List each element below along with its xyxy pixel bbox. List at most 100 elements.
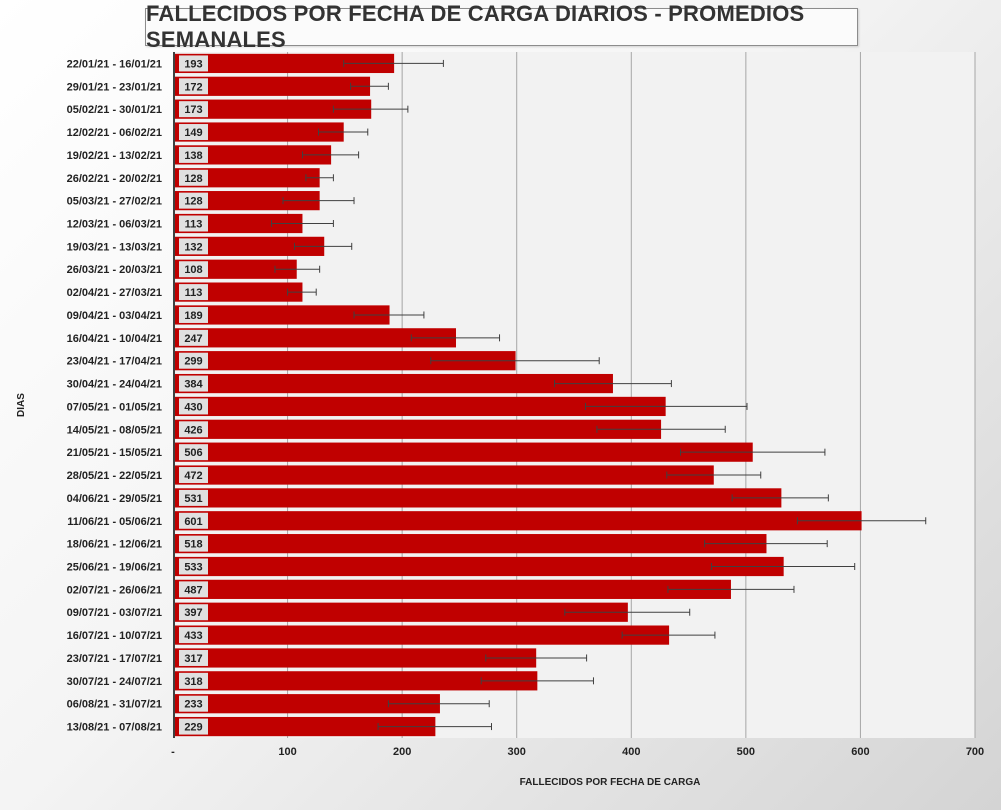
error-bar [596,425,726,433]
data-label: 173 [184,104,202,116]
data-label: 193 [184,58,202,70]
category-label: 19/03/21 - 13/03/21 [67,241,162,253]
data-label: 113 [185,219,203,231]
data-label: 172 [184,81,202,93]
error-bar [796,517,927,525]
data-label-box [179,398,208,415]
data-label-box [179,421,208,438]
data-label-box [179,215,208,232]
bar [173,396,666,417]
data-label-box [179,352,208,369]
bar [173,145,332,165]
error-bar [666,471,762,479]
value-labels-group: 193 172 173 149 138 128 128 113 132 108 113 189 247 2… [179,55,208,735]
category-label: 23/04/21 - 17/04/21 [67,356,162,368]
data-label: 531 [184,493,202,505]
error-bar [387,700,490,708]
category-label: 14/05/21 - 08/05/21 [67,424,162,436]
error-bar [350,82,389,90]
error-bar [377,723,493,731]
data-label-box [179,467,208,484]
category-label: 21/05/21 - 15/05/21 [67,447,162,459]
data-label-box [179,192,208,209]
category-label: 04/06/21 - 29/05/21 [67,493,162,505]
data-label-box [179,512,208,529]
category-label: 26/03/21 - 20/03/21 [67,264,162,276]
data-label-box [179,558,208,575]
category-label: 12/03/21 - 06/03/21 [67,219,162,231]
error-bar [301,151,360,159]
bar [173,716,436,737]
data-label-box [179,649,208,666]
data-label: 318 [184,676,202,688]
data-label: 506 [184,447,202,459]
category-label: 23/07/21 - 17/07/21 [67,653,162,665]
x-tick-label: 300 [508,746,526,758]
data-label-box [179,718,208,735]
data-label: 472 [184,470,202,482]
category-label: 19/02/21 - 13/02/21 [67,150,162,162]
error-bar [621,631,716,639]
bar [173,511,862,531]
gridlines [287,52,976,738]
data-label: 247 [184,333,202,345]
category-label: 18/06/21 - 12/06/21 [67,539,162,551]
data-label: 132 [184,241,202,253]
bar [173,168,320,188]
category-labels-group: 22/01/21 - 16/01/21 29/01/21 - 23/01/21 05… [67,58,162,733]
category-label: 30/04/21 - 24/04/21 [67,379,162,391]
error-bar [271,220,334,227]
data-label-box [179,695,208,712]
bar [173,305,390,325]
error-bar [282,197,355,205]
error-bars-group [271,59,927,731]
error-bar [667,585,795,593]
error-bar [430,357,600,365]
error-bar [410,334,501,342]
data-label-box [179,146,208,163]
category-label: 16/04/21 - 10/04/21 [67,333,162,345]
data-label: 108 [184,264,202,276]
error-bar [274,265,321,273]
error-bar [485,654,588,662]
data-label: 229 [184,722,202,734]
error-bar [353,311,425,319]
error-bar [332,105,409,113]
data-label: 113 [185,287,203,299]
bar [173,122,344,142]
category-label: 25/06/21 - 19/06/21 [67,562,162,574]
error-bar [680,448,826,456]
category-label: 02/04/21 - 27/03/21 [67,287,162,299]
category-label: 13/08/21 - 07/08/21 [67,722,162,734]
category-label: 05/02/21 - 30/01/21 [67,104,162,116]
bar [173,625,670,645]
error-bar [554,380,672,388]
bar [173,488,782,508]
error-bar [305,174,334,182]
data-label: 384 [184,379,203,391]
x-tick-label: 400 [622,746,640,758]
bar [173,191,320,211]
bar [173,328,456,348]
error-bar [343,59,444,67]
category-label: 05/03/21 - 27/02/21 [67,196,162,208]
bar [173,99,372,119]
category-label: 16/07/21 - 10/07/21 [67,630,162,642]
error-bar [564,608,691,616]
bar [173,351,516,371]
error-bar [480,677,594,685]
error-bar [704,540,828,548]
data-label-box [179,124,208,141]
x-tick-label: 200 [393,746,411,758]
bar [173,442,753,462]
data-label-box [179,101,208,118]
data-label: 138 [184,150,202,162]
data-label-box [179,55,208,72]
error-bar [293,242,353,250]
x-tick-label: 500 [737,746,755,758]
x-tick-label: 100 [278,746,296,758]
x-tick-label: 600 [851,746,869,758]
data-label: 397 [184,607,202,619]
data-label: 518 [184,539,202,551]
